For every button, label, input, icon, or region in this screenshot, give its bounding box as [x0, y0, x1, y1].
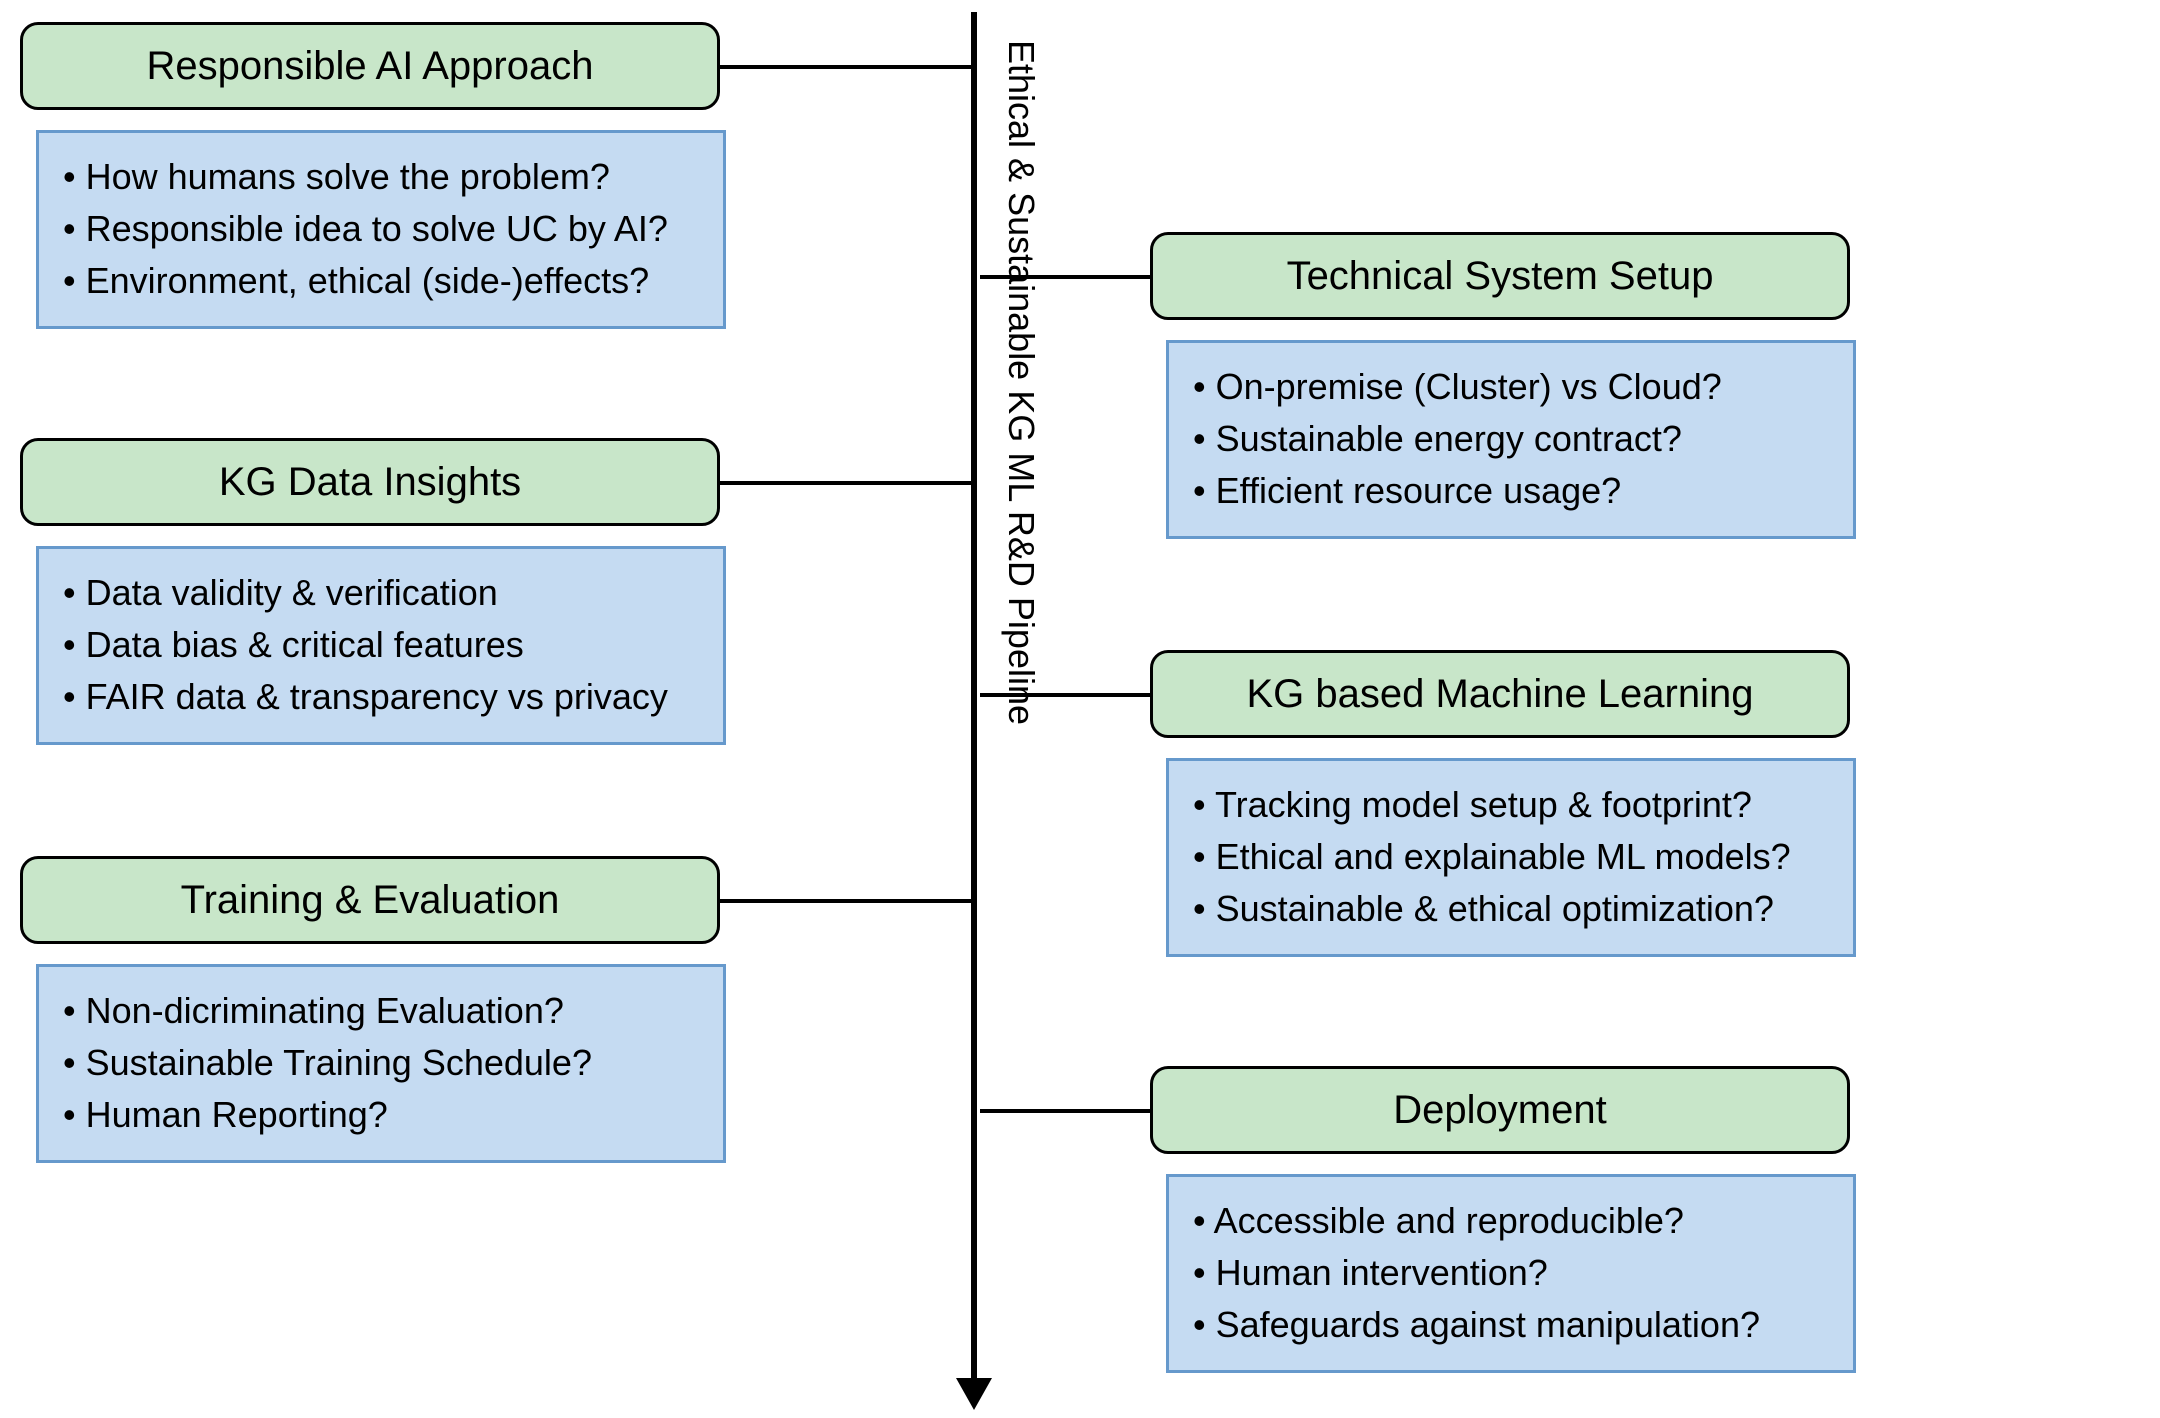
- kg-data-insights-header: KG Data Insights: [20, 438, 720, 526]
- kg-ml-header-label: KG based Machine Learning: [1247, 672, 1754, 717]
- deployment-connector: [980, 1109, 1150, 1113]
- responsible-ai-header: Responsible AI Approach: [20, 22, 720, 110]
- kg-data-insights-item: FAIR data & transparency vs privacy: [63, 671, 699, 723]
- kg-ml-item: Ethical and explainable ML models?: [1193, 831, 1829, 883]
- kg-ml-connector: [980, 693, 1150, 697]
- kg-data-insights-connector: [720, 481, 974, 485]
- pipeline-vertical-label: Ethical & Sustainable KG ML R&D Pipeline: [1000, 40, 1042, 725]
- deployment-item: Human intervention?: [1193, 1247, 1829, 1299]
- kg-data-insights-header-label: KG Data Insights: [219, 460, 521, 505]
- kg-ml-item: Tracking model setup & footprint?: [1193, 779, 1829, 831]
- responsible-ai-details: How humans solve the problem?Responsible…: [36, 130, 726, 329]
- kg-ml-item: Sustainable & ethical optimization?: [1193, 883, 1829, 935]
- responsible-ai-header-label: Responsible AI Approach: [147, 44, 594, 89]
- technical-setup-connector: [980, 275, 1150, 279]
- deployment-item: Accessible and reproducible?: [1193, 1195, 1829, 1247]
- training-evaluation-item: Human Reporting?: [63, 1089, 699, 1141]
- training-evaluation-header: Training & Evaluation: [20, 856, 720, 944]
- technical-setup-item: Sustainable energy contract?: [1193, 413, 1829, 465]
- training-evaluation-connector: [720, 899, 974, 903]
- responsible-ai-item: Responsible idea to solve UC by AI?: [63, 203, 699, 255]
- responsible-ai-item: Environment, ethical (side-)effects?: [63, 255, 699, 307]
- pipeline-arrow-line: [971, 12, 977, 1382]
- pipeline-arrow-head: [956, 1378, 992, 1410]
- responsible-ai-connector: [720, 65, 974, 69]
- training-evaluation-header-label: Training & Evaluation: [181, 878, 560, 923]
- deployment-header-label: Deployment: [1393, 1088, 1606, 1133]
- deployment-item: Safeguards against manipulation?: [1193, 1299, 1829, 1351]
- pipeline-diagram: Ethical & Sustainable KG ML R&D Pipeline…: [0, 0, 2160, 1418]
- training-evaluation-item: Non-dicriminating Evaluation?: [63, 985, 699, 1037]
- technical-setup-details: On-premise (Cluster) vs Cloud?Sustainabl…: [1166, 340, 1856, 539]
- training-evaluation-item: Sustainable Training Schedule?: [63, 1037, 699, 1089]
- kg-data-insights-item: Data bias & critical features: [63, 619, 699, 671]
- technical-setup-header-label: Technical System Setup: [1287, 254, 1714, 299]
- kg-data-insights-details: Data validity & verificationData bias & …: [36, 546, 726, 745]
- responsible-ai-item: How humans solve the problem?: [63, 151, 699, 203]
- training-evaluation-details: Non-dicriminating Evaluation?Sustainable…: [36, 964, 726, 1163]
- technical-setup-header: Technical System Setup: [1150, 232, 1850, 320]
- technical-setup-item: Efficient resource usage?: [1193, 465, 1829, 517]
- deployment-details: Accessible and reproducible?Human interv…: [1166, 1174, 1856, 1373]
- kg-data-insights-item: Data validity & verification: [63, 567, 699, 619]
- kg-ml-header: KG based Machine Learning: [1150, 650, 1850, 738]
- deployment-header: Deployment: [1150, 1066, 1850, 1154]
- technical-setup-item: On-premise (Cluster) vs Cloud?: [1193, 361, 1829, 413]
- kg-ml-details: Tracking model setup & footprint?Ethical…: [1166, 758, 1856, 957]
